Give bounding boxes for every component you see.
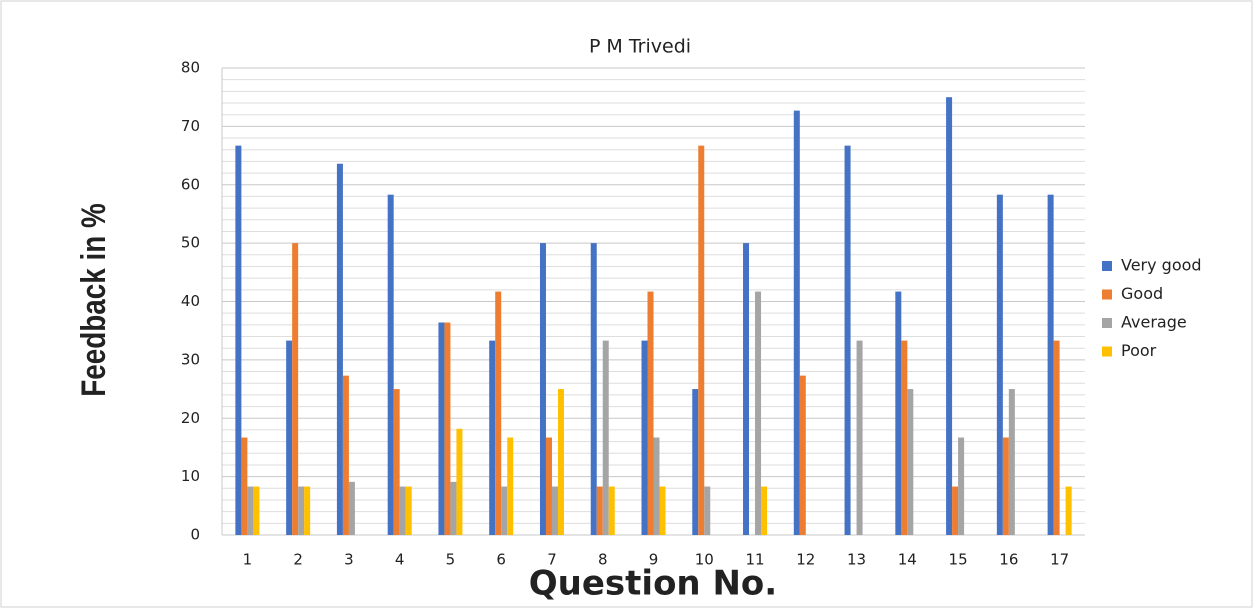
bar <box>608 486 615 535</box>
x-tick-label: 11 <box>745 551 764 569</box>
bar <box>450 481 457 535</box>
bar <box>342 375 349 535</box>
x-tick-label: 10 <box>695 551 714 569</box>
bar <box>901 340 908 535</box>
bar <box>247 486 254 535</box>
bar <box>1008 389 1015 535</box>
x-tick-label: 12 <box>796 551 815 569</box>
bar <box>743 243 750 535</box>
chart-title: P M Trivedi <box>589 36 691 58</box>
y-tick-label: 40 <box>181 292 200 310</box>
bar <box>590 243 597 535</box>
bar <box>907 389 914 535</box>
bar <box>895 291 902 535</box>
bar <box>1047 194 1054 535</box>
bar <box>1002 437 1009 535</box>
bar <box>286 340 293 535</box>
bar <box>856 340 863 535</box>
y-tick-label: 10 <box>181 467 200 485</box>
legend-swatch <box>1102 318 1112 328</box>
bar <box>647 291 654 535</box>
legend-swatch <box>1102 261 1112 271</box>
bar <box>456 428 463 535</box>
bar <box>641 340 648 535</box>
x-tick-label: 8 <box>598 551 608 569</box>
x-tick-label: 9 <box>649 551 659 569</box>
y-tick-label: 60 <box>181 175 200 193</box>
bar <box>704 486 711 535</box>
bar <box>602 340 609 535</box>
bar <box>495 291 502 535</box>
bar <box>545 437 552 535</box>
bar <box>507 437 514 535</box>
bar <box>659 486 666 535</box>
bar <box>438 322 445 535</box>
bar <box>336 163 343 536</box>
bar <box>489 340 496 535</box>
bar <box>946 97 953 535</box>
x-tick-label: 1 <box>243 551 253 569</box>
legend-swatch <box>1102 346 1112 357</box>
bar <box>1065 486 1072 535</box>
bar <box>692 389 699 535</box>
bar <box>793 110 800 536</box>
bar <box>755 291 762 535</box>
x-tick-label: 7 <box>547 551 557 569</box>
legend-swatch <box>1102 289 1112 300</box>
bar <box>405 486 412 535</box>
y-tick-label: 30 <box>181 350 200 368</box>
x-tick-label: 16 <box>999 551 1018 569</box>
bar <box>539 243 546 535</box>
bar <box>501 486 508 535</box>
x-tick-label: 2 <box>293 551 303 569</box>
x-tick-label: 6 <box>496 551 506 569</box>
y-tick-label: 0 <box>190 526 200 544</box>
bar <box>952 486 959 535</box>
bar <box>387 194 394 535</box>
bar <box>399 486 406 535</box>
x-tick-label: 13 <box>847 551 866 569</box>
x-axis-label: Question No. <box>529 564 777 604</box>
bar <box>348 481 355 535</box>
bar <box>653 437 660 535</box>
bar <box>551 486 558 535</box>
bar <box>799 375 806 535</box>
legend-label: Poor <box>1121 341 1157 360</box>
bar <box>596 486 603 535</box>
bar <box>761 486 768 535</box>
legend-label: Average <box>1121 313 1187 332</box>
bar <box>253 486 260 535</box>
bar <box>393 389 400 535</box>
x-tick-label: 14 <box>898 551 917 569</box>
x-tick-label: 4 <box>395 551 405 569</box>
x-tick-label: 17 <box>1050 551 1069 569</box>
x-tick-label: 15 <box>949 551 968 569</box>
bar <box>1053 340 1060 535</box>
y-tick-label: 80 <box>181 59 200 77</box>
y-tick-label: 50 <box>181 234 200 252</box>
legend-label: Good <box>1121 284 1163 303</box>
bar <box>557 389 564 535</box>
x-tick-label: 3 <box>344 551 354 569</box>
bar <box>844 145 851 536</box>
legend-label: Very good <box>1121 256 1202 275</box>
bar <box>958 437 965 535</box>
y-axis-label: Feedback in % <box>74 203 112 397</box>
x-tick-label: 5 <box>446 551 456 569</box>
bar <box>241 437 248 535</box>
bar <box>235 145 242 536</box>
bar <box>304 486 311 535</box>
y-tick-label: 70 <box>181 117 200 135</box>
y-tick-label: 20 <box>181 409 200 427</box>
bar <box>292 243 299 535</box>
bar <box>996 194 1003 535</box>
bar <box>298 486 305 535</box>
bar <box>698 145 705 536</box>
bar <box>444 322 451 535</box>
